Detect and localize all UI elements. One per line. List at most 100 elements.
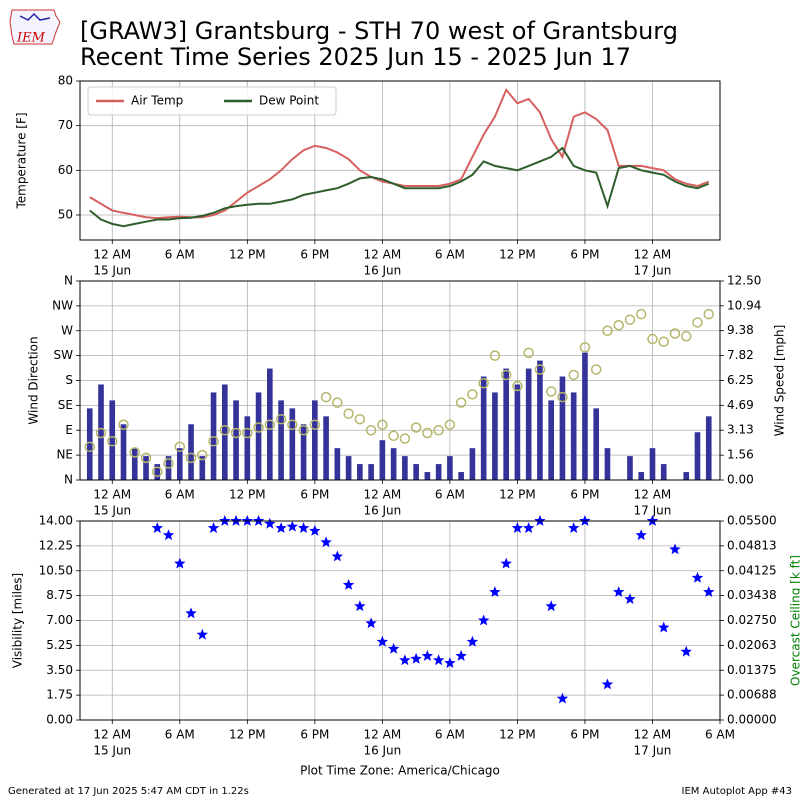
x-tick-label: 6 AM [435, 488, 465, 502]
point [84, 441, 96, 453]
point [455, 397, 467, 408]
logo: IEM [9, 9, 61, 46]
footer-right: IEM Autoplot App #43 [682, 786, 792, 797]
axes-frame [79, 520, 721, 721]
x-tick-date: 17 Jun [634, 744, 672, 758]
x-tick-date: 17 Jun [634, 264, 672, 278]
bar [357, 464, 363, 480]
x-tick-date: 17 Jun [634, 504, 672, 518]
y-tick-label: SE [58, 398, 73, 412]
legend: Air Temp Dew Point [87, 86, 337, 116]
y2-tick-label: 0.02063 [727, 638, 777, 652]
point [568, 522, 580, 533]
point [264, 517, 276, 529]
bar [221, 384, 228, 480]
point [163, 458, 174, 469]
y2-tick-label: 4.69 [727, 398, 754, 412]
point [613, 586, 625, 597]
y-tick-label: W [61, 323, 73, 337]
y2-tick-label: 0.04813 [727, 538, 777, 552]
point [242, 427, 253, 439]
point [500, 369, 512, 381]
x-tick-label: 6 PM [570, 728, 599, 742]
chart-title: [GRAW3] Grantsburg - STH 70 west of Gran… [80, 17, 678, 45]
y-tick-label: 8.75 [46, 588, 73, 602]
bar [199, 456, 206, 480]
legend-label: Dew Point [259, 94, 319, 108]
bar [649, 448, 656, 480]
bar [233, 400, 239, 480]
bar [435, 464, 442, 480]
bar [413, 464, 419, 480]
point [613, 319, 624, 331]
y-tick-label: N [64, 473, 73, 487]
point [624, 314, 636, 325]
point [422, 427, 433, 439]
y-axis-label: Temperature [F] [15, 112, 29, 209]
point [421, 650, 434, 661]
point [309, 419, 321, 430]
bar [143, 456, 149, 480]
x-tick-label: 6 AM [705, 728, 735, 742]
point [107, 436, 118, 447]
point [388, 430, 399, 442]
x-tick-label: 12 AM [634, 248, 672, 262]
y2-tick-label: 6.25 [727, 373, 754, 387]
x-tick-label: 6 PM [570, 488, 599, 502]
point [635, 529, 647, 541]
point [264, 419, 276, 430]
y-tick-label: SW [54, 348, 74, 362]
point [489, 586, 501, 597]
bar [559, 376, 566, 480]
point [196, 628, 208, 640]
bar [514, 384, 521, 480]
point [635, 308, 647, 320]
x-tick-label: 12 PM [499, 728, 536, 742]
point [523, 347, 534, 359]
point [320, 391, 332, 403]
point [118, 419, 129, 430]
point [309, 525, 321, 536]
point [433, 425, 444, 436]
x-tick-label: 12 AM [93, 248, 131, 262]
bar [368, 464, 374, 480]
y2-tick-label: 7.82 [727, 348, 754, 362]
y2-tick-label: 0.04125 [727, 563, 777, 577]
y2-tick-label: 0.05500 [727, 514, 777, 528]
bar [390, 448, 397, 480]
point [658, 336, 669, 348]
bar [312, 400, 318, 480]
y-tick-label: N [64, 274, 73, 288]
y2-tick-label: 0.00 [727, 473, 754, 487]
point [534, 364, 546, 375]
legend-label: Air Temp [131, 94, 183, 108]
point [399, 654, 411, 666]
bar [424, 472, 431, 480]
bar [660, 464, 667, 480]
bar [683, 472, 690, 480]
point [376, 635, 389, 647]
y-tick-label: 14.00 [39, 514, 73, 528]
y-tick-label: NW [52, 298, 73, 312]
x-tick-label: 6 PM [300, 728, 329, 742]
x-tick-label: 12 PM [499, 248, 536, 262]
point [410, 652, 422, 664]
bar [300, 424, 307, 480]
y-axis-label: Visibility [miles] [11, 573, 25, 668]
y-tick-label: 12.25 [39, 538, 73, 552]
point [579, 515, 591, 526]
y2-tick-label: 9.38 [727, 323, 754, 337]
bar [278, 400, 284, 480]
bar [570, 392, 577, 480]
bar [86, 408, 93, 480]
point [287, 419, 298, 430]
bar [705, 416, 712, 480]
y2-tick-label: 3.13 [727, 423, 754, 437]
point [579, 342, 591, 353]
point [467, 389, 478, 400]
point [691, 571, 704, 583]
x-tick-label: 12 AM [634, 488, 672, 502]
x-tick-label: 12 AM [364, 728, 402, 742]
point [478, 378, 489, 389]
bar [379, 440, 386, 480]
